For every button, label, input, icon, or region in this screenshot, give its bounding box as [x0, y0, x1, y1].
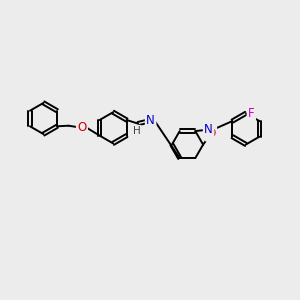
Text: F: F: [248, 107, 255, 120]
Text: O: O: [77, 121, 86, 134]
Text: H: H: [133, 126, 140, 136]
Text: N: N: [204, 123, 213, 136]
Text: O: O: [206, 127, 216, 140]
Text: N: N: [146, 114, 155, 127]
